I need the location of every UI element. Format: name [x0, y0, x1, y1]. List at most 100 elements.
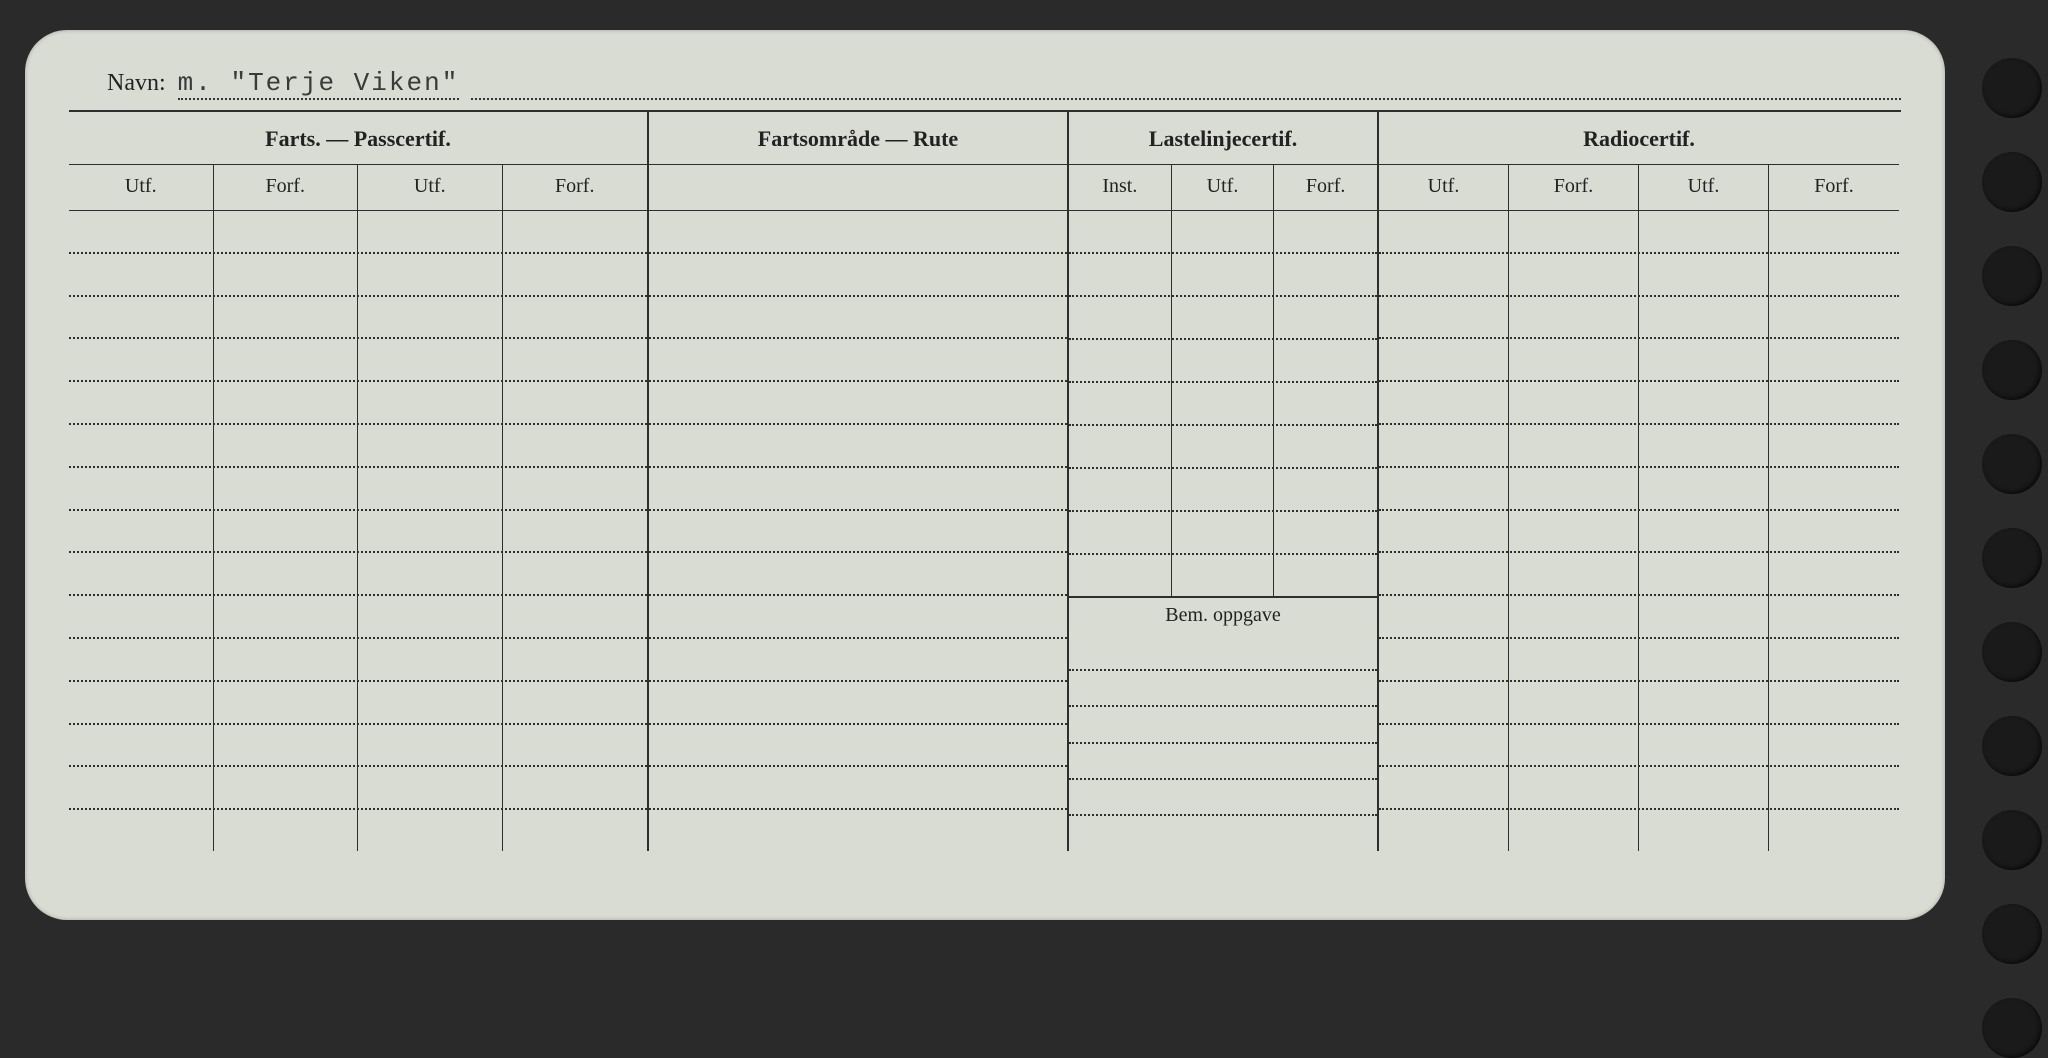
table-row [1379, 767, 1899, 810]
table-row [1069, 555, 1377, 596]
table-row [649, 425, 1067, 468]
table-row [649, 767, 1067, 810]
col-utf: Utf. [1639, 165, 1769, 210]
table-row [649, 639, 1067, 682]
table-row [69, 596, 647, 639]
table-row [1379, 254, 1899, 297]
table-row [69, 339, 647, 382]
table-row [649, 725, 1067, 768]
table-row [1069, 780, 1377, 816]
table-row [1379, 810, 1899, 851]
body-rute [649, 211, 1067, 851]
col-forf: Forf. [1769, 165, 1899, 210]
table-row [649, 254, 1067, 297]
table-row [1379, 425, 1899, 468]
section-farts: Farts. — Passcertif. Utf. Forf. Utf. For… [69, 112, 649, 851]
punch-hole [1982, 434, 2042, 494]
table-row [1379, 511, 1899, 554]
table-row [1069, 211, 1377, 254]
col-utf: Utf. [1172, 165, 1275, 210]
bem-rows [1069, 635, 1377, 850]
table-row [69, 254, 647, 297]
rows [1069, 211, 1377, 596]
table-row [1069, 707, 1377, 743]
col-forf: Forf. [1509, 165, 1639, 210]
col-forf: Forf. [214, 165, 359, 210]
table-row [1379, 725, 1899, 768]
table-row [69, 468, 647, 511]
punch-holes [1982, 58, 2042, 1058]
bem-title: Bem. oppgave [1069, 596, 1377, 635]
table-row [69, 425, 647, 468]
col-utf: Utf. [69, 165, 214, 210]
table-row [1379, 211, 1899, 254]
section-title-radio: Radiocertif. [1379, 112, 1899, 165]
rows [1379, 211, 1899, 851]
table-row [1069, 254, 1377, 297]
table-row [1379, 682, 1899, 725]
punch-hole [1982, 152, 2042, 212]
name-label: Navn: [107, 70, 166, 97]
name-underline [471, 98, 1901, 100]
body-laste: Bem. oppgave [1069, 211, 1377, 851]
table-row [1379, 297, 1899, 340]
table-row [1069, 512, 1377, 555]
index-card: Navn: m. "Terje Viken" Farts. — Passcert… [25, 30, 1945, 920]
table-row [69, 297, 647, 340]
table-row [1379, 339, 1899, 382]
rows [649, 211, 1067, 851]
table-row [1069, 671, 1377, 707]
col-forf: Forf. [1274, 165, 1377, 210]
table-row [1069, 426, 1377, 469]
col-forf: Forf. [503, 165, 648, 210]
rows [69, 211, 647, 851]
col-utf: Utf. [358, 165, 503, 210]
name-row: Navn: m. "Terje Viken" [69, 68, 1901, 112]
section-laste: Lastelinjecertif. Inst. Utf. Forf. Bem. … [1069, 112, 1379, 851]
table-row [69, 382, 647, 425]
table-row [649, 382, 1067, 425]
punch-hole [1982, 622, 2042, 682]
subhead-laste: Inst. Utf. Forf. [1069, 165, 1377, 211]
table-row [69, 767, 647, 810]
table-row [1069, 383, 1377, 426]
table-row [649, 211, 1067, 254]
punch-hole [1982, 904, 2042, 964]
subhead-farts: Utf. Forf. Utf. Forf. [69, 165, 647, 211]
table-row [69, 211, 647, 254]
table-row [1379, 596, 1899, 639]
table-row [1069, 297, 1377, 340]
punch-hole [1982, 58, 2042, 118]
table-row [1069, 340, 1377, 383]
punch-hole [1982, 716, 2042, 776]
table-row [69, 810, 647, 851]
col-inst: Inst. [1069, 165, 1172, 210]
table-row [1379, 639, 1899, 682]
table-row [649, 468, 1067, 511]
name-value: m. "Terje Viken" [178, 68, 460, 100]
table-row [1069, 816, 1377, 850]
punch-hole [1982, 998, 2042, 1058]
table-row [69, 725, 647, 768]
table-row [649, 810, 1067, 851]
table-row [69, 639, 647, 682]
body-radio [1379, 211, 1899, 851]
body-farts [69, 211, 647, 851]
table-row [649, 511, 1067, 554]
table-row [1069, 744, 1377, 780]
punch-hole [1982, 340, 2042, 400]
table-row [69, 511, 647, 554]
bem-block: Bem. oppgave [1069, 596, 1377, 851]
table-row [69, 553, 647, 596]
table-row [1379, 468, 1899, 511]
section-title-rute: Fartsområde — Rute [649, 112, 1067, 165]
punch-hole [1982, 246, 2042, 306]
table-row [649, 553, 1067, 596]
table-row [1379, 382, 1899, 425]
table-row [1069, 635, 1377, 671]
subhead-radio: Utf. Forf. Utf. Forf. [1379, 165, 1899, 211]
section-rute: Fartsområde — Rute [649, 112, 1069, 851]
subhead-spacer [649, 165, 1067, 211]
table-row [1069, 469, 1377, 512]
punch-hole [1982, 528, 2042, 588]
